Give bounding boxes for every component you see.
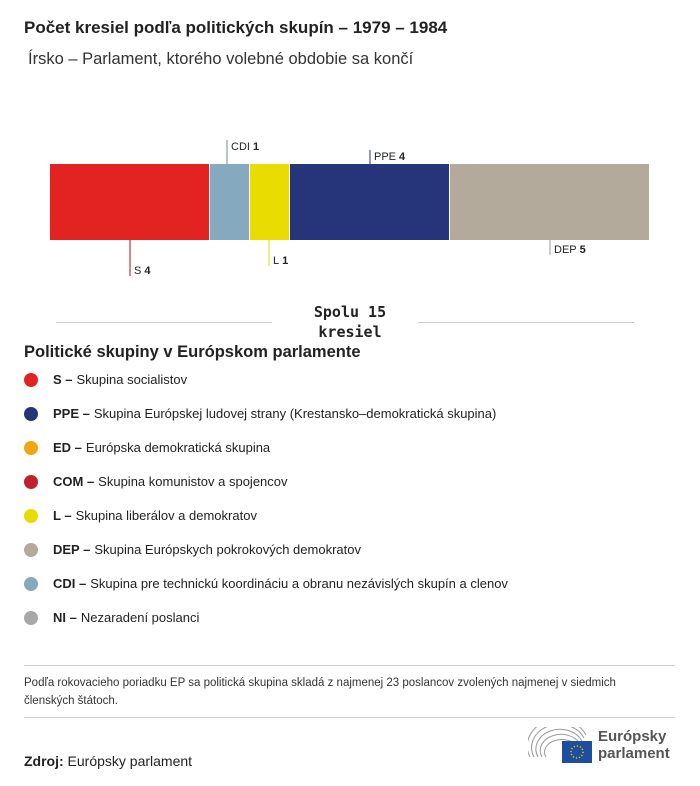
legend-dot — [24, 406, 38, 421]
source: Zdroj: Európsky parlament — [24, 753, 192, 769]
legend-code: NI – — [53, 610, 77, 625]
bar-segment-cdi — [210, 164, 249, 240]
legend-dot — [24, 440, 38, 455]
legend-dot — [24, 610, 38, 625]
divider — [418, 322, 634, 323]
chart-subtitle: Írsko – Parlament, ktorého volebné obdob… — [28, 50, 414, 68]
data-label: CDI 1 — [231, 141, 259, 153]
total-seats-label: Spolu 15 kresiel — [313, 303, 387, 341]
bar-segment-dep — [450, 164, 649, 240]
legend-label: Skupina Európskych pokrokových demokrato… — [94, 542, 361, 557]
legend-label: Nezaradení poslanci — [80, 610, 200, 625]
legend-dot — [24, 474, 38, 489]
logo-text: Európsky parlament — [598, 728, 670, 762]
legend-item: DEP – Skupina Európskych pokrokových demo… — [24, 542, 361, 557]
legend-code: CDI – — [53, 576, 87, 591]
source-label: Zdroj: — [24, 753, 64, 769]
legend-item: CDI – Skupina pre technickú koordináciu a… — [24, 576, 508, 591]
legend-code: L – — [53, 508, 72, 523]
legend-item: L – Skupina liberálov a demokratov — [24, 508, 257, 523]
legend-code: COM – — [53, 474, 95, 489]
legend-code: ED – — [53, 440, 82, 455]
legend-item: ED – Európska demokratická skupina — [24, 440, 270, 455]
legend-dot — [24, 576, 38, 591]
legend-code: PPE – — [53, 406, 90, 421]
ep-logo: Európsky parlament — [528, 727, 670, 763]
legend-dot — [24, 372, 38, 387]
data-label: DEP 5 — [554, 244, 586, 256]
bar-segment-s — [50, 164, 209, 240]
hemicycle-flag-icon — [528, 727, 592, 763]
legend-code: DEP – — [53, 542, 91, 557]
legend-label: Európska demokratická skupina — [85, 440, 271, 455]
bar-segment-ppe — [290, 164, 449, 240]
legend-item: S – Skupina socialistov — [24, 372, 187, 387]
legend-dot — [24, 508, 38, 523]
source-value: Európsky parlament — [67, 753, 193, 769]
chart-title: Počet kresiel podľa politických skupín –… — [24, 18, 448, 37]
legend-dot — [24, 542, 38, 557]
legend-item: COM – Skupina komunistov a spojencov — [24, 474, 288, 489]
legend-code: S – — [53, 372, 73, 387]
divider — [24, 665, 675, 666]
legend-item: NI – Nezaradení poslanci — [24, 610, 199, 625]
legend-label: Skupina Európskej ludovej strany (Kresta… — [93, 406, 497, 421]
legend-title: Politické skupiny v Európskom parlamente — [24, 343, 361, 361]
legend-item: PPE – Skupina Európskej ludovej strany (K… — [24, 406, 496, 421]
bar-segment-l — [250, 164, 289, 240]
divider — [56, 322, 272, 323]
legend-label: Skupina liberálov a demokratov — [75, 508, 257, 523]
data-label: PPE 4 — [374, 151, 406, 163]
stacked-bar-chart: S 4 CDI 1 L 1 PPE 4 DEP 5 — [50, 140, 649, 277]
footnote: Podľa rokovacieho poriadku EP sa politic… — [24, 677, 616, 707]
divider — [24, 717, 675, 718]
legend-label: Skupina komunistov a spojencov — [98, 474, 288, 489]
legend-label: Skupina socialistov — [76, 372, 188, 387]
legend-label: Skupina pre technickú koordináciu a obra… — [90, 576, 508, 591]
